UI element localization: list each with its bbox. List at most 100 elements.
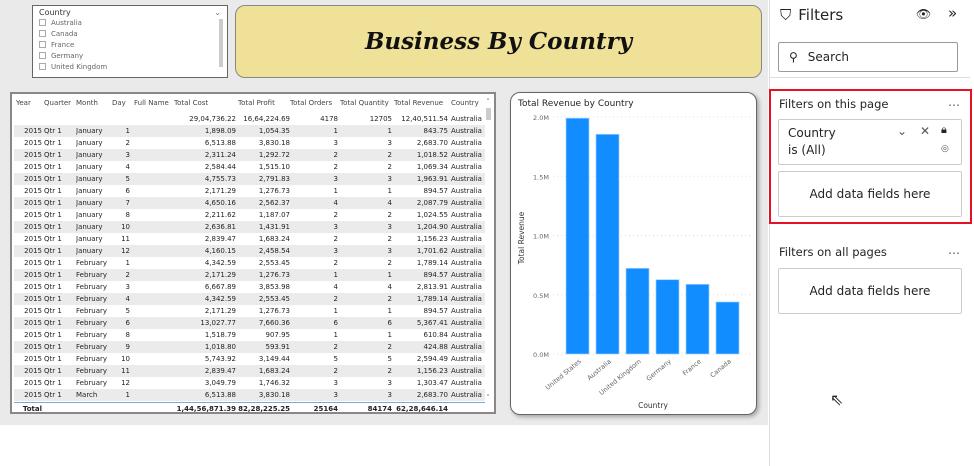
cell: January bbox=[76, 223, 103, 231]
cell: February bbox=[76, 367, 108, 375]
chevron-down-icon[interactable]: ⌄ bbox=[897, 124, 908, 138]
table-row: 2015 Qtr 1 February 3 6,667.89 3,853.98 4 4 2,81… bbox=[14, 281, 485, 293]
cell: 2 bbox=[333, 235, 338, 243]
cell: 1,789.14 bbox=[416, 259, 448, 267]
more-options-button[interactable]: … bbox=[948, 243, 960, 257]
clear-filter-icon[interactable]: ✕ bbox=[920, 124, 931, 138]
cell: February bbox=[76, 295, 108, 303]
bar-germany[interactable] bbox=[655, 279, 680, 355]
slicer-item[interactable]: United Kingdom bbox=[39, 61, 221, 72]
cell: 2,211.62 bbox=[204, 211, 236, 219]
table-row: 2015 Qtr 1 January 10 2,636.81 1,431.91 3 3 1,20… bbox=[14, 221, 485, 233]
cell: Australia bbox=[451, 295, 482, 303]
cell: 5,367.41 bbox=[416, 319, 448, 327]
cell: Total Revenue bbox=[394, 99, 444, 107]
cell: Qtr 1 bbox=[44, 127, 62, 135]
table-row: 2015 Qtr 1 February 9 1,018.80 593.91 2 2 424.88… bbox=[14, 341, 485, 353]
cell: Year bbox=[16, 99, 31, 107]
cell: 7 bbox=[125, 199, 130, 207]
cell: Total Orders bbox=[290, 99, 333, 107]
bar-united-kingdom[interactable] bbox=[625, 267, 650, 355]
checkbox[interactable] bbox=[39, 52, 46, 59]
cell: February bbox=[76, 379, 108, 387]
cell: 1,276.73 bbox=[258, 271, 290, 279]
cell: Qtr 1 bbox=[44, 331, 62, 339]
cell: 2,839.47 bbox=[204, 367, 236, 375]
cell: 3,830.18 bbox=[258, 139, 290, 147]
cell: 5 bbox=[387, 355, 392, 363]
more-options-button[interactable]: … bbox=[948, 95, 960, 109]
cell: Australia bbox=[451, 343, 482, 351]
cell: Australia bbox=[451, 163, 482, 171]
collapse-pane-icon[interactable]: » bbox=[948, 4, 958, 22]
slicer-item[interactable]: Canada bbox=[39, 28, 221, 39]
cell: Australia bbox=[451, 355, 482, 363]
x-tick-label: Canada bbox=[709, 357, 733, 379]
cell: Total Cost bbox=[174, 99, 209, 107]
cell: 3,049.79 bbox=[204, 379, 236, 387]
cell: Qtr 1 bbox=[44, 175, 62, 183]
cell: Total bbox=[22, 405, 42, 413]
cell: 1 bbox=[333, 127, 338, 135]
add-fields-this-page[interactable]: Add data fields here bbox=[778, 171, 962, 217]
visibility-icon[interactable]: ◎ bbox=[941, 144, 949, 154]
bar-canada[interactable] bbox=[715, 301, 740, 355]
add-fields-all-pages[interactable]: Add data fields here bbox=[778, 268, 962, 314]
hide-eye-icon[interactable]: 👁 bbox=[916, 7, 932, 21]
cell: March bbox=[76, 391, 98, 399]
cell: 3 bbox=[387, 247, 392, 255]
cell: 2015 bbox=[24, 163, 42, 171]
cell: 84174 bbox=[367, 405, 392, 413]
cell: 4,342.59 bbox=[204, 259, 236, 267]
cell: 8 bbox=[125, 331, 130, 339]
bar-united-states[interactable] bbox=[565, 117, 590, 355]
table-row: 2015 Qtr 1 January 8 2,211.62 1,187.07 2 2 1,024… bbox=[14, 209, 485, 221]
table-row: 2015 Qtr 1 January 12 4,160.15 2,458.54 3 3 1,70… bbox=[14, 245, 485, 257]
bar-france[interactable] bbox=[685, 283, 710, 355]
cell: 1 bbox=[125, 259, 130, 267]
cell: 4,160.15 bbox=[204, 247, 236, 255]
cell: Australia bbox=[451, 367, 482, 375]
cell: Qtr 1 bbox=[44, 367, 62, 375]
cell: 1 bbox=[125, 391, 130, 399]
table-row: 2015 Qtr 1 February 10 5,743.92 3,149.44 5 5 2,5… bbox=[14, 353, 485, 365]
cell: 2,553.45 bbox=[258, 259, 290, 267]
slicer-item-label: Canada bbox=[51, 29, 78, 38]
chevron-down-icon[interactable]: ⌄ bbox=[214, 8, 221, 17]
cell: 6,513.88 bbox=[204, 139, 236, 147]
cell: 3 bbox=[333, 139, 338, 147]
cell: 4,342.59 bbox=[204, 295, 236, 303]
table-scrollbar[interactable]: ˄ ˅ bbox=[485, 98, 491, 402]
checkbox[interactable] bbox=[39, 63, 46, 70]
checkbox[interactable] bbox=[39, 19, 46, 26]
cell: 1,156.23 bbox=[416, 367, 448, 375]
slicer-item[interactable]: France bbox=[39, 39, 221, 50]
cell: 2 bbox=[387, 151, 392, 159]
checkbox[interactable] bbox=[39, 41, 46, 48]
cell: 1,431.91 bbox=[258, 223, 290, 231]
checkbox[interactable] bbox=[39, 30, 46, 37]
slicer-item[interactable]: Germany bbox=[39, 50, 221, 61]
bar-australia[interactable] bbox=[595, 133, 620, 355]
cell: 3 bbox=[333, 175, 338, 183]
cell: 6 bbox=[387, 319, 392, 327]
cell: 12705 bbox=[369, 115, 392, 123]
cell: 2 bbox=[387, 163, 392, 171]
lock-icon[interactable]: 🔒︎ bbox=[941, 123, 947, 136]
cell: 2,087.79 bbox=[416, 199, 448, 207]
cell: 2 bbox=[387, 295, 392, 303]
cell: 2015 bbox=[24, 343, 42, 351]
cell: 1,276.73 bbox=[258, 307, 290, 315]
cell: 2015 bbox=[24, 319, 42, 327]
country-slicer[interactable]: Country ⌄ Australia Canada France Germany Uni… bbox=[32, 5, 228, 78]
cell: 3 bbox=[333, 223, 338, 231]
cell: 1,054.35 bbox=[258, 127, 290, 135]
slicer-scrollbar[interactable] bbox=[219, 19, 223, 67]
cell: 4 bbox=[387, 283, 392, 291]
slicer-item[interactable]: Australia bbox=[39, 17, 221, 28]
cell: Qtr 1 bbox=[44, 379, 62, 387]
table-row: 2015 Qtr 1 February 1 4,342.59 2,553.45 2 2 1,78… bbox=[14, 257, 485, 269]
filter-search-input[interactable]: ⚲ Search bbox=[778, 42, 958, 72]
cell: 1 bbox=[333, 187, 338, 195]
country-filter-card[interactable]: Country is (All) ⌄ ✕ 🔒︎ ◎ bbox=[778, 119, 962, 165]
